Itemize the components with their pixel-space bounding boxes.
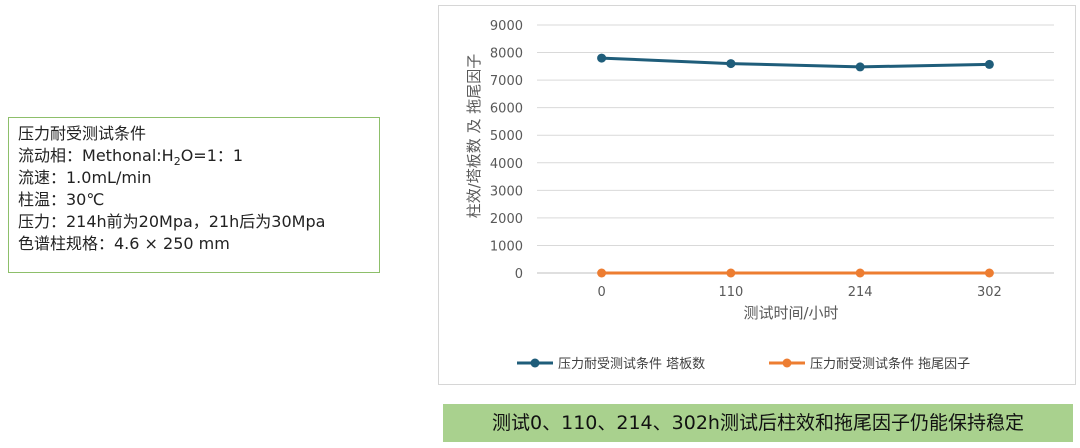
y-tick-label: 1000 (490, 239, 523, 254)
y-tick-label: 7000 (490, 74, 523, 89)
data-point (855, 268, 865, 278)
data-point (726, 59, 736, 69)
y-tick-label: 8000 (490, 47, 523, 62)
column-spec-line: 色谱柱规格：4.6 × 250 mm (18, 234, 230, 253)
mobile-phase-post: O=1：1 (180, 146, 244, 165)
gridlines (537, 24, 1054, 274)
y-tick-label: 6000 (490, 102, 523, 117)
mobile-phase-pre: Methonal:H (82, 146, 174, 165)
test-conditions-box: 压力耐受测试条件 流动相：Methonal:H2O=1：1 流速：1.0mL/m… (8, 117, 380, 273)
y-tick-label: 9000 (490, 19, 523, 34)
series-line-1 (601, 56, 990, 69)
mobile-phase-sub: 2 (173, 155, 181, 169)
legend: 压力耐受测试条件 塔板数 压力耐受测试条件 拖尾因子 (517, 356, 970, 372)
x-tick-label: 302 (977, 285, 1002, 300)
data-point (726, 268, 736, 278)
x-tick-label: 110 (718, 285, 743, 300)
x-tick-labels: 0 110 214 302 (597, 285, 1001, 300)
y-tick-label: 4000 (490, 157, 523, 172)
conclusion-banner: 测试0、110、214、302h测试后柱效和拖尾因子仍能保持稳定 (443, 404, 1073, 442)
data-point (984, 59, 994, 69)
x-tick-label: 0 (597, 285, 605, 300)
series-layer (597, 53, 994, 278)
line-chart: 0 1000 2000 3000 4000 5000 6000 7000 8000 9000 0 1… (465, 19, 1054, 372)
legend-label: 压力耐受测试条件 拖尾因子 (810, 356, 970, 372)
y-tick-label: 2000 (490, 212, 523, 227)
y-tick-label: 5000 (490, 129, 523, 144)
data-point (984, 268, 994, 278)
legend-swatch-marker (530, 358, 540, 368)
chart-frame: 0 1000 2000 3000 4000 5000 6000 7000 8000 9000 0 1… (438, 5, 1076, 385)
mobile-phase-label: 流动相： (18, 146, 83, 165)
y-tick-label: 3000 (490, 184, 523, 199)
y-axis-label: 柱效/塔板数 及 拖尾因子 (465, 54, 483, 219)
flow-rate-line: 流速：1.0mL/min (18, 168, 152, 187)
legend-label: 压力耐受测试条件 塔板数 (558, 356, 705, 372)
conditions-title: 压力耐受测试条件 (18, 124, 147, 143)
data-point (597, 53, 607, 63)
pressure-line: 压力：214h前为20Mpa，21h后为30Mpa (18, 212, 326, 231)
data-point (855, 62, 865, 72)
x-axis-label: 测试时间/小时 (743, 304, 838, 322)
legend-swatch-marker (782, 358, 792, 368)
x-tick-label: 214 (848, 285, 873, 300)
y-tick-labels: 0 1000 2000 3000 4000 5000 6000 7000 8000 9000 (490, 19, 523, 282)
mobile-phase-line: 流动相：Methonal:H2O=1：1 (18, 145, 370, 167)
y-tick-label: 0 (515, 267, 523, 282)
column-temp-line: 柱温：30℃ (18, 190, 105, 209)
data-point (597, 268, 607, 278)
